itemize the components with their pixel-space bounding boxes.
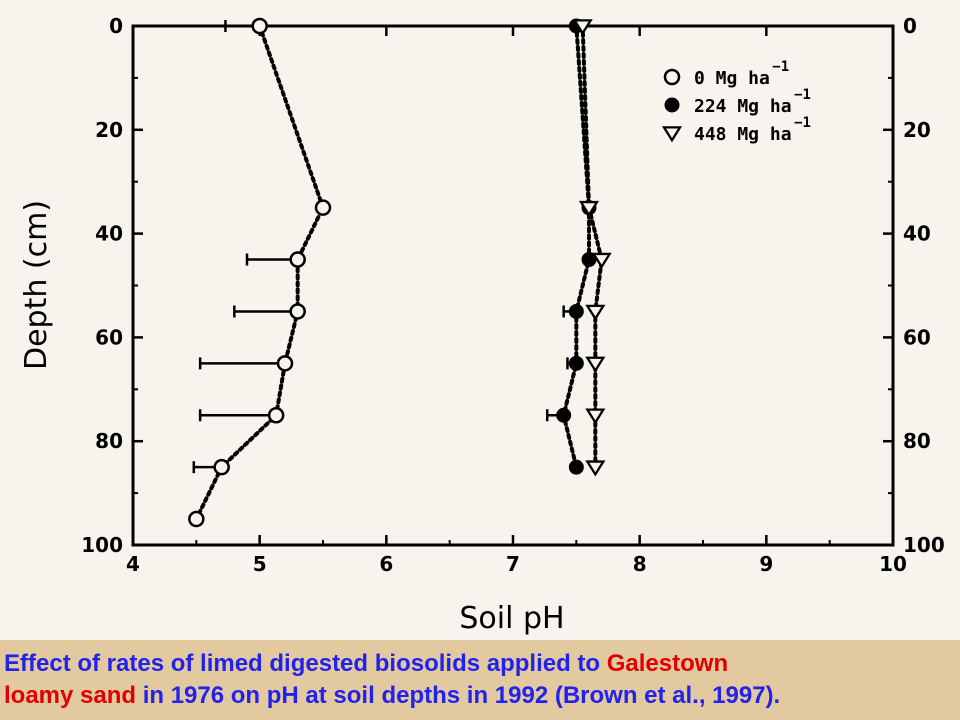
- legend-entry-label: 0 Mg ha: [694, 68, 770, 89]
- series-line: [580, 24, 604, 470]
- legend-entry-superscript: −1: [772, 59, 789, 75]
- legend-marker: [663, 68, 681, 86]
- caption-text-part2: in 1976 on pH at soil depths in 1992 (Br…: [136, 682, 781, 709]
- data-point: [251, 17, 268, 35]
- right-y-tick-label: 80: [903, 429, 931, 453]
- legend-entry-label: 224 Mg ha: [694, 96, 792, 117]
- data-point: [568, 459, 584, 475]
- right-y-tick-label: 60: [903, 325, 931, 349]
- data-point: [585, 408, 606, 425]
- data-point: [591, 252, 612, 269]
- data-point: [289, 251, 306, 268]
- right-y-tick-label: 0: [903, 14, 917, 38]
- legend-marker: [661, 126, 683, 143]
- caption-highlight-loamy-sand: loamy sand: [4, 682, 137, 709]
- data-point: [578, 200, 600, 218]
- x-tick-label: 6: [379, 552, 393, 576]
- data-point: [568, 355, 584, 371]
- x-axis-title: Soil pH: [459, 601, 564, 636]
- x-tick-label: 4: [126, 552, 140, 576]
- legend-entry-label: 448 Mg ha: [694, 124, 792, 145]
- y-tick-label: 20: [95, 118, 123, 142]
- data-point: [276, 355, 294, 372]
- data-point: [314, 199, 332, 216]
- data-point: [289, 303, 306, 320]
- data-point: [188, 510, 205, 528]
- right-y-tick-label: 40: [903, 222, 931, 246]
- legend-marker: [664, 97, 680, 113]
- y-tick-label: 60: [95, 325, 123, 349]
- y-axis-title: Depth (cm): [19, 200, 54, 370]
- y-tick-label: 0: [109, 14, 123, 38]
- data-point: [585, 460, 606, 477]
- legend-entry-superscript: −1: [794, 87, 811, 103]
- data-point: [267, 407, 285, 424]
- right-y-tick-label: 100: [903, 533, 945, 557]
- x-tick-label: 5: [253, 552, 267, 576]
- x-tick-label: 9: [759, 552, 773, 576]
- data-point: [568, 303, 584, 319]
- y-tick-label: 80: [95, 429, 123, 453]
- series-line: [194, 24, 326, 522]
- y-tick-label: 100: [81, 533, 123, 557]
- series-2: [572, 19, 612, 477]
- data-point: [572, 19, 593, 36]
- caption-highlight-galestown: Galestown: [606, 650, 729, 677]
- data-point: [213, 458, 230, 476]
- y-tick-label: 40: [95, 222, 123, 246]
- chart-series: [188, 17, 612, 528]
- series-1: [545, 18, 597, 475]
- data-point: [585, 356, 606, 373]
- right-y-tick-label: 20: [903, 118, 931, 142]
- series-0: [188, 17, 332, 528]
- x-tick-label: 7: [506, 552, 520, 576]
- caption-text-part1: Effect of rates of limed digested biosol…: [4, 650, 607, 677]
- data-point: [556, 407, 572, 423]
- x-tick-label: 8: [633, 552, 647, 576]
- x-tick-label: 10: [879, 552, 907, 576]
- legend-entry-superscript: −1: [794, 115, 811, 131]
- data-point: [585, 304, 606, 321]
- slide-caption: Effect of rates of limed digested biosol…: [0, 640, 960, 720]
